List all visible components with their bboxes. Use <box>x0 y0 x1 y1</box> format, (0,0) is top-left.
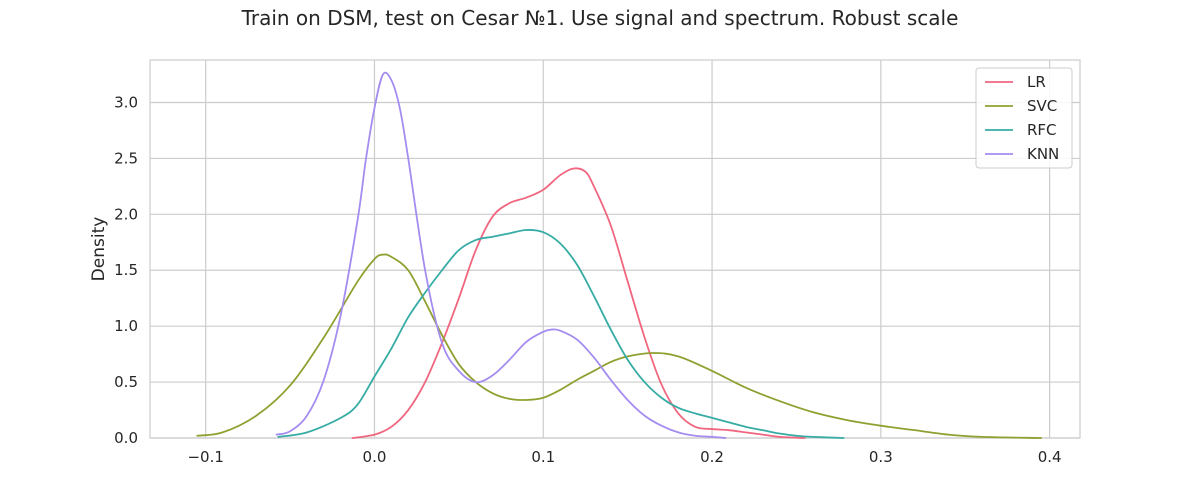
legend-label-svc: SVC <box>1027 97 1057 115</box>
y-tick-label: 2.5 <box>114 149 138 167</box>
x-tick-label: 0.2 <box>700 448 724 466</box>
chart-title: Train on DSM, test on Cesar №1. Use sign… <box>241 6 959 30</box>
x-tick-label: 0.1 <box>531 448 555 466</box>
x-tick-label: 0.0 <box>363 448 387 466</box>
legend-label-knn: KNN <box>1027 145 1059 163</box>
grid-lines <box>150 60 1080 439</box>
x-tick-label: 0.4 <box>1038 448 1062 466</box>
y-axis-label: Density <box>89 217 109 282</box>
x-tick-label: 0.3 <box>869 448 893 466</box>
legend-box <box>975 67 1073 169</box>
legend-label-rfc: RFC <box>1027 121 1057 139</box>
y-tick-label: 0.0 <box>114 429 138 447</box>
axis-ticks: −0.1 0.0 0.1 0.2 0.3 0.4 0.0 0.5 1.0 1.5 2.0 2.5 3.0 <box>114 93 1061 466</box>
legend: LR SVC RFC KNN <box>975 67 1073 169</box>
y-tick-label: 3.0 <box>114 93 138 111</box>
series-line-lr <box>351 167 806 439</box>
legend-label-lr: LR <box>1027 73 1046 91</box>
x-tick-label: −0.1 <box>187 448 223 466</box>
y-tick-label: 0.5 <box>114 373 138 391</box>
y-tick-label: 1.5 <box>114 261 138 279</box>
series-line-rfc <box>277 229 845 439</box>
series-lines <box>196 71 1043 439</box>
y-tick-label: 1.0 <box>114 317 138 335</box>
plot-frame <box>149 59 1081 439</box>
series-line-knn <box>275 71 727 439</box>
series-line-svc <box>196 253 1043 439</box>
y-tick-label: 2.0 <box>114 205 138 223</box>
